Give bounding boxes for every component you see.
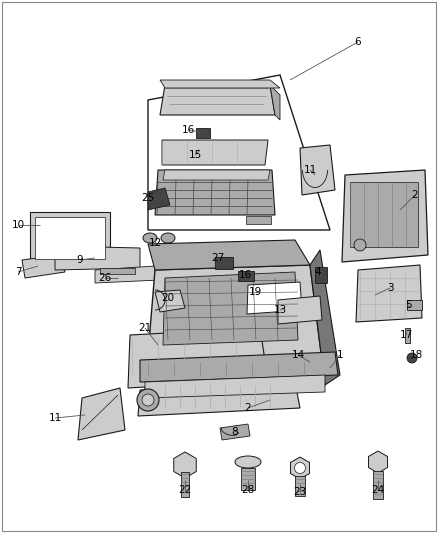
Polygon shape	[155, 290, 185, 312]
Polygon shape	[55, 246, 140, 270]
Text: 12: 12	[148, 238, 162, 248]
Text: 1: 1	[337, 350, 343, 360]
Bar	[238, 271, 254, 281]
Bar	[241, 468, 255, 490]
Text: 20: 20	[162, 293, 175, 303]
Text: 26: 26	[99, 273, 112, 283]
Bar	[181, 472, 189, 497]
Text: 11: 11	[304, 165, 317, 175]
Polygon shape	[160, 85, 275, 115]
Polygon shape	[128, 328, 268, 388]
Text: 19: 19	[248, 287, 261, 297]
Ellipse shape	[137, 389, 159, 411]
Polygon shape	[270, 85, 280, 120]
Ellipse shape	[235, 456, 261, 468]
Polygon shape	[278, 296, 322, 324]
Ellipse shape	[161, 233, 175, 243]
Text: 15: 15	[188, 150, 201, 160]
Bar	[295, 476, 305, 496]
Text: 27: 27	[212, 253, 225, 263]
Text: 16: 16	[238, 270, 251, 280]
Polygon shape	[95, 266, 160, 283]
Polygon shape	[140, 352, 338, 382]
Polygon shape	[220, 424, 250, 440]
Bar	[35, 217, 105, 259]
Text: 2: 2	[245, 403, 251, 413]
Text: 5: 5	[405, 300, 411, 310]
Polygon shape	[247, 282, 302, 314]
Text: 2: 2	[412, 190, 418, 200]
Text: 3: 3	[387, 283, 393, 293]
Polygon shape	[310, 250, 340, 385]
Text: 24: 24	[371, 485, 385, 495]
Polygon shape	[145, 375, 325, 398]
Text: 18: 18	[410, 350, 423, 360]
Polygon shape	[356, 265, 422, 322]
Text: 25: 25	[141, 193, 155, 203]
Polygon shape	[300, 145, 335, 195]
Text: 13: 13	[273, 305, 286, 315]
Circle shape	[294, 463, 305, 473]
Polygon shape	[160, 80, 280, 88]
Polygon shape	[145, 265, 325, 390]
Circle shape	[354, 239, 366, 251]
Polygon shape	[138, 382, 300, 416]
Circle shape	[407, 353, 417, 363]
Bar	[405, 328, 410, 343]
Ellipse shape	[142, 394, 154, 406]
Bar	[30, 212, 110, 264]
Text: 28: 28	[241, 485, 254, 495]
Text: 4: 4	[314, 267, 321, 277]
Text: 21: 21	[138, 323, 152, 333]
Polygon shape	[100, 268, 135, 274]
Bar	[407, 300, 422, 310]
Polygon shape	[148, 75, 330, 230]
Polygon shape	[163, 272, 298, 345]
Text: 14: 14	[291, 350, 304, 360]
Polygon shape	[163, 170, 270, 180]
Polygon shape	[148, 240, 310, 270]
Text: 11: 11	[48, 413, 62, 423]
Bar	[215, 257, 233, 269]
Ellipse shape	[143, 233, 157, 243]
Text: 17: 17	[399, 330, 413, 340]
Text: 22: 22	[178, 485, 192, 495]
Polygon shape	[78, 388, 125, 440]
Text: 6: 6	[355, 37, 361, 47]
Polygon shape	[155, 170, 275, 215]
Bar	[373, 471, 383, 499]
Bar	[315, 267, 327, 283]
Polygon shape	[22, 255, 65, 278]
Bar	[350, 182, 418, 247]
Bar	[196, 128, 210, 138]
Text: 23: 23	[293, 487, 307, 497]
Text: 8: 8	[232, 427, 238, 437]
Polygon shape	[162, 140, 268, 165]
Text: 10: 10	[11, 220, 25, 230]
Polygon shape	[342, 170, 428, 262]
Text: 16: 16	[181, 125, 194, 135]
Bar	[246, 216, 271, 224]
Text: 7: 7	[15, 267, 21, 277]
Polygon shape	[148, 188, 170, 210]
Text: 9: 9	[77, 255, 83, 265]
